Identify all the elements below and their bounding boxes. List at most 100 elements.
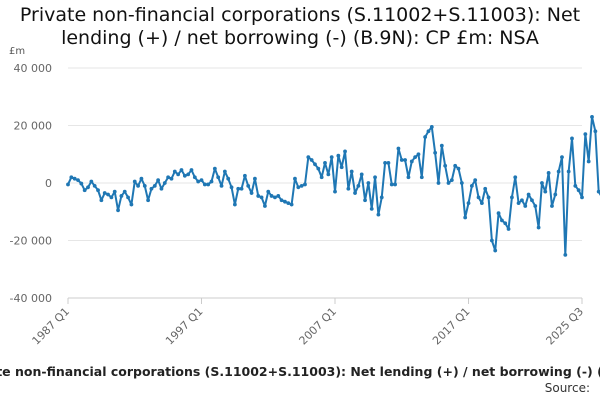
data-point (319, 175, 324, 180)
data-point (596, 189, 600, 194)
data-point (269, 194, 274, 198)
data-point (453, 163, 458, 168)
data-point (353, 191, 357, 195)
data-point (69, 175, 74, 180)
data-point (486, 195, 491, 200)
data-point (580, 195, 584, 200)
data-point (443, 163, 448, 168)
data-point (112, 189, 117, 194)
data-point (86, 185, 90, 190)
data-point (159, 186, 164, 191)
data-point (446, 181, 451, 185)
data-point (246, 183, 251, 188)
data-point (119, 194, 124, 198)
data-point (139, 176, 144, 181)
data-point (199, 178, 204, 183)
data-point (409, 159, 414, 164)
data-point (376, 212, 381, 217)
data-point (386, 160, 391, 165)
data-point (172, 169, 177, 174)
data-point (540, 181, 544, 185)
data-point (306, 155, 311, 160)
data-point (162, 181, 167, 185)
data-point (369, 206, 374, 211)
data-point (426, 129, 431, 134)
data-point (439, 143, 444, 148)
data-point (533, 204, 538, 208)
x-tick-label: 1987 Q1 (30, 305, 73, 348)
data-point (336, 153, 341, 158)
data-point (209, 179, 214, 184)
data-point (206, 182, 211, 187)
data-point (202, 182, 207, 187)
data-point (416, 152, 421, 157)
data-point (396, 146, 401, 151)
data-point (169, 176, 174, 181)
data-point (179, 168, 184, 172)
data-point (189, 168, 194, 172)
data-point (459, 181, 464, 185)
data-point (102, 191, 107, 195)
data-point (82, 188, 87, 193)
data-point (346, 186, 351, 191)
data-point (249, 191, 254, 195)
data-point (333, 189, 337, 194)
data-point (510, 195, 514, 200)
data-point (419, 175, 424, 180)
data-point (543, 189, 548, 194)
y-tick-label: 0 (45, 177, 52, 190)
data-point (493, 248, 498, 253)
y-axis-unit-label: £m (9, 46, 26, 57)
x-tick-label: 2017 Q1 (430, 305, 473, 348)
data-point (99, 198, 104, 203)
data-point (96, 188, 100, 193)
data-point (573, 183, 578, 188)
data-point (526, 192, 531, 197)
data-point (239, 186, 244, 191)
data-point (293, 176, 297, 181)
data-point (309, 158, 314, 162)
data-point (289, 202, 294, 207)
data-point (323, 160, 327, 165)
data-point (576, 188, 581, 193)
data-point (463, 215, 468, 220)
data-point (423, 135, 428, 139)
data-point (413, 155, 418, 160)
data-point (373, 175, 377, 180)
data-point (129, 202, 134, 207)
data-point (136, 183, 140, 188)
y-tick-label: -20 000 (10, 235, 52, 248)
data-point (149, 186, 154, 191)
data-point (182, 173, 187, 178)
data-point (296, 185, 301, 190)
data-point (166, 175, 171, 180)
data-point (106, 192, 110, 197)
data-point (503, 221, 508, 226)
data-point (216, 175, 221, 180)
data-point (513, 175, 518, 180)
data-point (593, 129, 598, 134)
data-point (329, 155, 334, 160)
data-point (66, 182, 70, 187)
data-point (449, 178, 454, 183)
data-point (359, 172, 364, 177)
data-point (316, 166, 321, 171)
data-point (243, 173, 247, 178)
data-point (356, 183, 361, 188)
data-point (433, 150, 438, 155)
data-point (550, 204, 554, 208)
data-point (226, 176, 231, 181)
data-point (466, 201, 471, 206)
data-point (566, 169, 571, 174)
y-tick-label: 20 000 (14, 120, 53, 133)
data-point (339, 165, 344, 170)
data-point (232, 202, 237, 207)
data-point (176, 172, 181, 177)
data-point (536, 225, 541, 230)
data-point (583, 132, 588, 137)
x-tick-label: 2007 Q1 (297, 305, 340, 348)
data-point (253, 176, 257, 181)
data-point (403, 158, 407, 162)
data-point (560, 155, 564, 160)
data-point (516, 201, 521, 206)
